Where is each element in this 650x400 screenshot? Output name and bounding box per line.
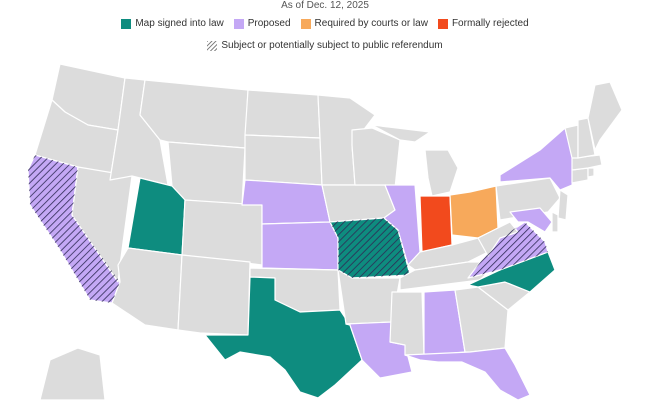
state-michigan (424, 149, 459, 197)
state-rhode-island (587, 167, 595, 178)
legend-item-signed: Map signed into law (121, 18, 224, 29)
state-wisconsin (351, 127, 401, 189)
legend-label-signed: Map signed into law (135, 18, 224, 29)
legend-swatch-signed (121, 18, 132, 29)
state-new-mexico (177, 254, 251, 336)
state-florida (404, 347, 531, 400)
legend-item-required: Required by courts or law (300, 18, 428, 29)
legend-swatch-proposed (233, 18, 244, 29)
state-indiana (419, 195, 453, 253)
legend-label-referendum: Subject or potentially subject to public… (221, 40, 443, 51)
state-maine (587, 81, 623, 151)
state-north-dakota (244, 89, 321, 139)
state-texas (204, 276, 363, 399)
state-new-jersey (557, 189, 569, 221)
legend: Map signed into law Proposed Required by… (0, 18, 650, 29)
state-ohio (449, 185, 499, 239)
state-colorado (181, 199, 263, 266)
state-new-hampshire (577, 117, 596, 159)
state-massachusetts (571, 154, 603, 171)
legend-label-rejected: Formally rejected (451, 18, 529, 29)
state-iowa (321, 184, 396, 223)
legend-label-proposed: Proposed (247, 18, 291, 29)
state-pennsylvania (495, 177, 561, 221)
state-michigan-upper (371, 124, 431, 143)
legend-swatch-required (300, 18, 311, 29)
map-subtitle: As of Dec. 12, 2025 (281, 0, 369, 11)
state-delaware (551, 211, 559, 233)
legend-hatch-row: Subject or potentially subject to public… (0, 40, 650, 51)
legend-swatch-rejected (437, 18, 448, 29)
legend-item-proposed: Proposed (233, 18, 291, 29)
legend-swatch-referendum (207, 40, 218, 51)
legend-label-required: Required by courts or law (314, 18, 428, 29)
state-alaska (39, 347, 106, 400)
state-arizona (111, 247, 183, 331)
state-new-york (499, 127, 576, 191)
state-south-dakota (244, 134, 323, 186)
legend-item-referendum: Subject or potentially subject to public… (207, 40, 443, 51)
state-kansas (261, 221, 339, 271)
legend-item-rejected: Formally rejected (437, 18, 529, 29)
